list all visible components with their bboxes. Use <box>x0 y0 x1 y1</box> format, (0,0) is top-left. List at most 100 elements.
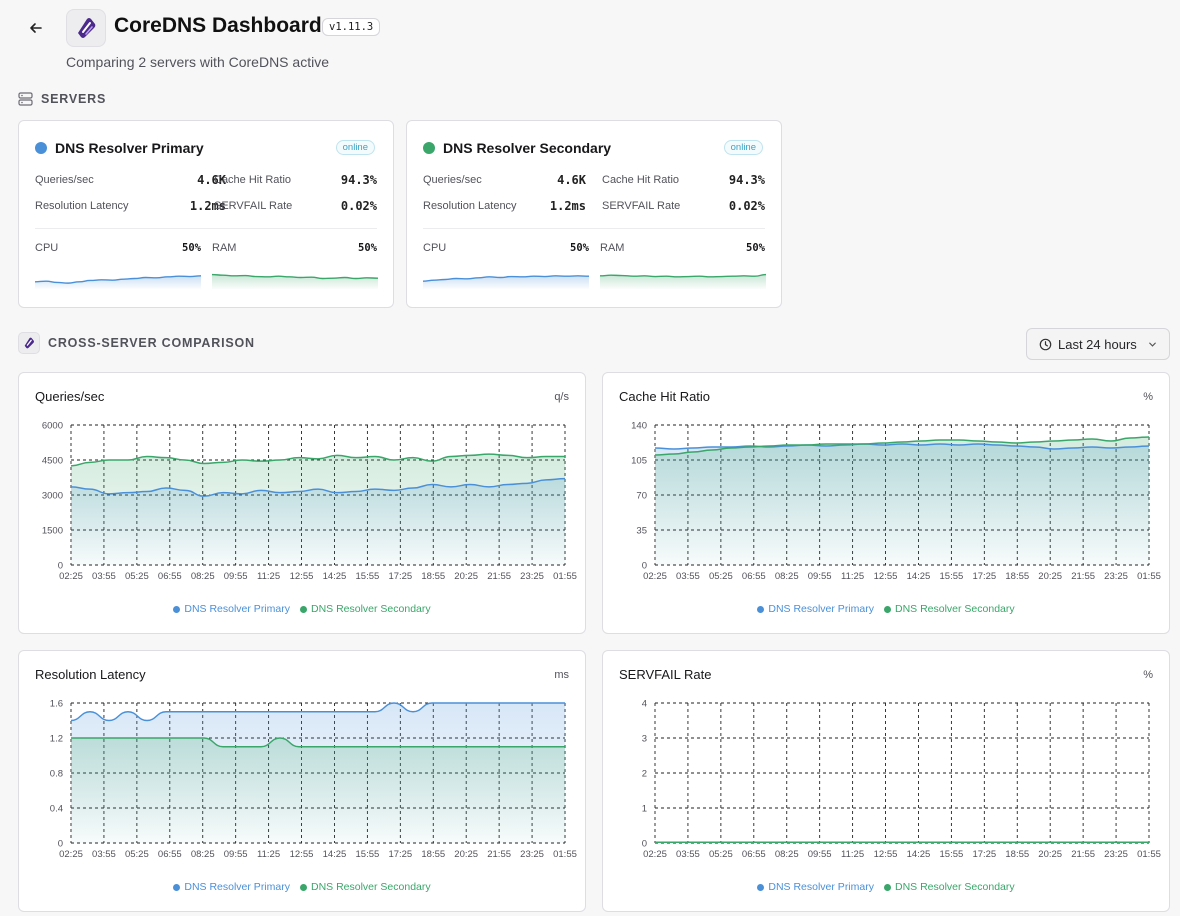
x-tick-label: 20:25 <box>454 849 478 860</box>
x-tick-label: 11:25 <box>257 571 280 582</box>
chart-legend: DNS Resolver Primary DNS Resolver Second… <box>19 603 585 615</box>
chart-unit: % <box>1143 669 1153 681</box>
x-tick-label: 02:25 <box>643 571 667 582</box>
metric-label: Cache Hit Ratio <box>602 174 680 186</box>
x-tick-label: 05:25 <box>125 849 149 860</box>
x-tick-label: 08:25 <box>775 849 799 860</box>
legend-label: DNS Resolver Secondary <box>310 881 431 893</box>
cpu-sparkline <box>423 275 589 289</box>
legend-item-secondary[interactable]: DNS Resolver Secondary <box>299 881 431 893</box>
y-tick-label: 0 <box>642 839 647 850</box>
x-tick-label: 01:55 <box>553 571 577 582</box>
server-icon <box>18 92 33 106</box>
ram-value: 50% <box>358 242 377 254</box>
y-tick-label: 6000 <box>42 421 63 432</box>
y-tick-label: 4 <box>642 699 647 710</box>
y-tick-label: 1 <box>642 804 647 815</box>
x-tick-label: 20:25 <box>1038 849 1062 860</box>
y-tick-label: 3 <box>642 734 647 745</box>
chart-unit: ms <box>554 669 569 681</box>
server-card-primary[interactable]: DNS Resolver Primary online Queries/sec … <box>18 120 394 308</box>
legend-item-primary[interactable]: DNS Resolver Primary <box>757 603 874 615</box>
metric-label: Resolution Latency <box>35 200 129 212</box>
ram-sparkline <box>212 273 378 289</box>
legend-label: DNS Resolver Primary <box>768 881 874 893</box>
x-tick-label: 23:25 <box>520 849 544 860</box>
cpu-sparkline <box>35 275 201 289</box>
server-name: DNS Resolver Primary <box>55 140 204 156</box>
metric-value: 4.6K <box>197 173 226 187</box>
coredns-logo-icon <box>24 337 35 349</box>
legend-label: DNS Resolver Secondary <box>894 881 1015 893</box>
series-area-secondary <box>71 738 565 843</box>
comparison-section-header: CROSS-SERVER COMPARISON <box>18 332 255 354</box>
y-tick-label: 1.6 <box>50 699 63 710</box>
x-tick-label: 21:55 <box>487 849 511 860</box>
x-tick-label: 06:55 <box>158 849 182 860</box>
legend-item-primary[interactable]: DNS Resolver Primary <box>173 603 290 615</box>
time-range-select[interactable]: Last 24 hours <box>1026 328 1170 360</box>
coredns-logo <box>66 9 106 47</box>
y-tick-label: 105 <box>631 456 647 467</box>
series-line-primary <box>654 443 1150 450</box>
divider <box>423 228 765 229</box>
server-name: DNS Resolver Secondary <box>443 140 612 156</box>
x-tick-label: 03:55 <box>92 849 116 860</box>
status-dot <box>423 142 435 154</box>
back-button[interactable] <box>22 14 50 42</box>
x-tick-label: 14:25 <box>907 849 931 860</box>
time-range-value: Last 24 hours <box>1058 336 1137 352</box>
legend-item-primary[interactable]: DNS Resolver Primary <box>173 881 290 893</box>
x-tick-label: 17:25 <box>388 571 412 582</box>
queries-chart: 0 1500 3000 4500 6000 02:25 03:55 05:25 06:55 08:… <box>42 421 577 583</box>
chart-title: Cache Hit Ratio <box>619 389 711 404</box>
server-card-secondary[interactable]: DNS Resolver Secondary online Queries/se… <box>406 120 782 308</box>
clock-icon <box>1039 338 1052 350</box>
x-tick-label: 09:55 <box>224 571 248 582</box>
metric-value: 1.2ms <box>549 199 586 213</box>
legend-item-secondary[interactable]: DNS Resolver Secondary <box>883 881 1015 893</box>
metric-value: 0.02% <box>340 199 377 213</box>
y-tick-label: 140 <box>631 421 647 432</box>
legend-item-secondary[interactable]: DNS Resolver Secondary <box>883 603 1015 615</box>
x-tick-label: 11:25 <box>841 571 864 582</box>
legend-label: DNS Resolver Primary <box>184 881 290 893</box>
ram-label: RAM <box>212 242 237 254</box>
x-tick-label: 18:55 <box>421 849 445 860</box>
chart-card-latency: Resolution Latency ms 0 0.4 0.8 1.2 1.6 02:25… <box>18 650 586 912</box>
chevron-down-icon <box>1148 342 1156 347</box>
sparkline-line <box>423 275 589 282</box>
x-tick-label: 15:55 <box>940 849 964 860</box>
coredns-logo-icon <box>78 18 96 38</box>
x-tick-label: 09:55 <box>224 849 248 860</box>
page-title: CoreDNS Dashboard <box>114 14 322 37</box>
x-tick-label: 01:55 <box>1137 571 1161 582</box>
x-tick-label: 15:55 <box>356 849 380 860</box>
y-tick-label: 2 <box>642 769 647 780</box>
series-area-secondary <box>71 454 565 565</box>
x-tick-label: 09:55 <box>808 849 832 860</box>
legend-label: DNS Resolver Primary <box>184 603 290 615</box>
metric-value: 4.6K <box>557 173 586 187</box>
chart-unit: % <box>1143 391 1153 403</box>
x-tick-label: 06:55 <box>742 571 766 582</box>
x-tick-label: 11:25 <box>257 849 280 860</box>
x-tick-label: 12:55 <box>290 571 314 582</box>
series-line-secondary <box>654 436 1150 456</box>
x-tick-label: 03:55 <box>676 571 700 582</box>
x-tick-label: 23:25 <box>520 571 544 582</box>
legend-item-primary[interactable]: DNS Resolver Primary <box>757 881 874 893</box>
x-tick-label: 21:55 <box>487 571 511 582</box>
cpu-value: 50% <box>182 242 201 254</box>
x-tick-label: 05:25 <box>709 571 733 582</box>
comparison-section-label: CROSS-SERVER COMPARISON <box>48 336 255 350</box>
legend-item-secondary[interactable]: DNS Resolver Secondary <box>299 603 431 615</box>
y-tick-label: 0 <box>58 839 63 850</box>
chart-legend: DNS Resolver Primary DNS Resolver Second… <box>603 881 1169 893</box>
metric-value: 1.2ms <box>189 199 226 213</box>
metric-label: Queries/sec <box>423 174 482 186</box>
x-tick-label: 08:25 <box>191 571 215 582</box>
metric-label: Queries/sec <box>35 174 94 186</box>
y-tick-label: 70 <box>636 491 647 502</box>
chart-title: SERVFAIL Rate <box>619 667 712 682</box>
